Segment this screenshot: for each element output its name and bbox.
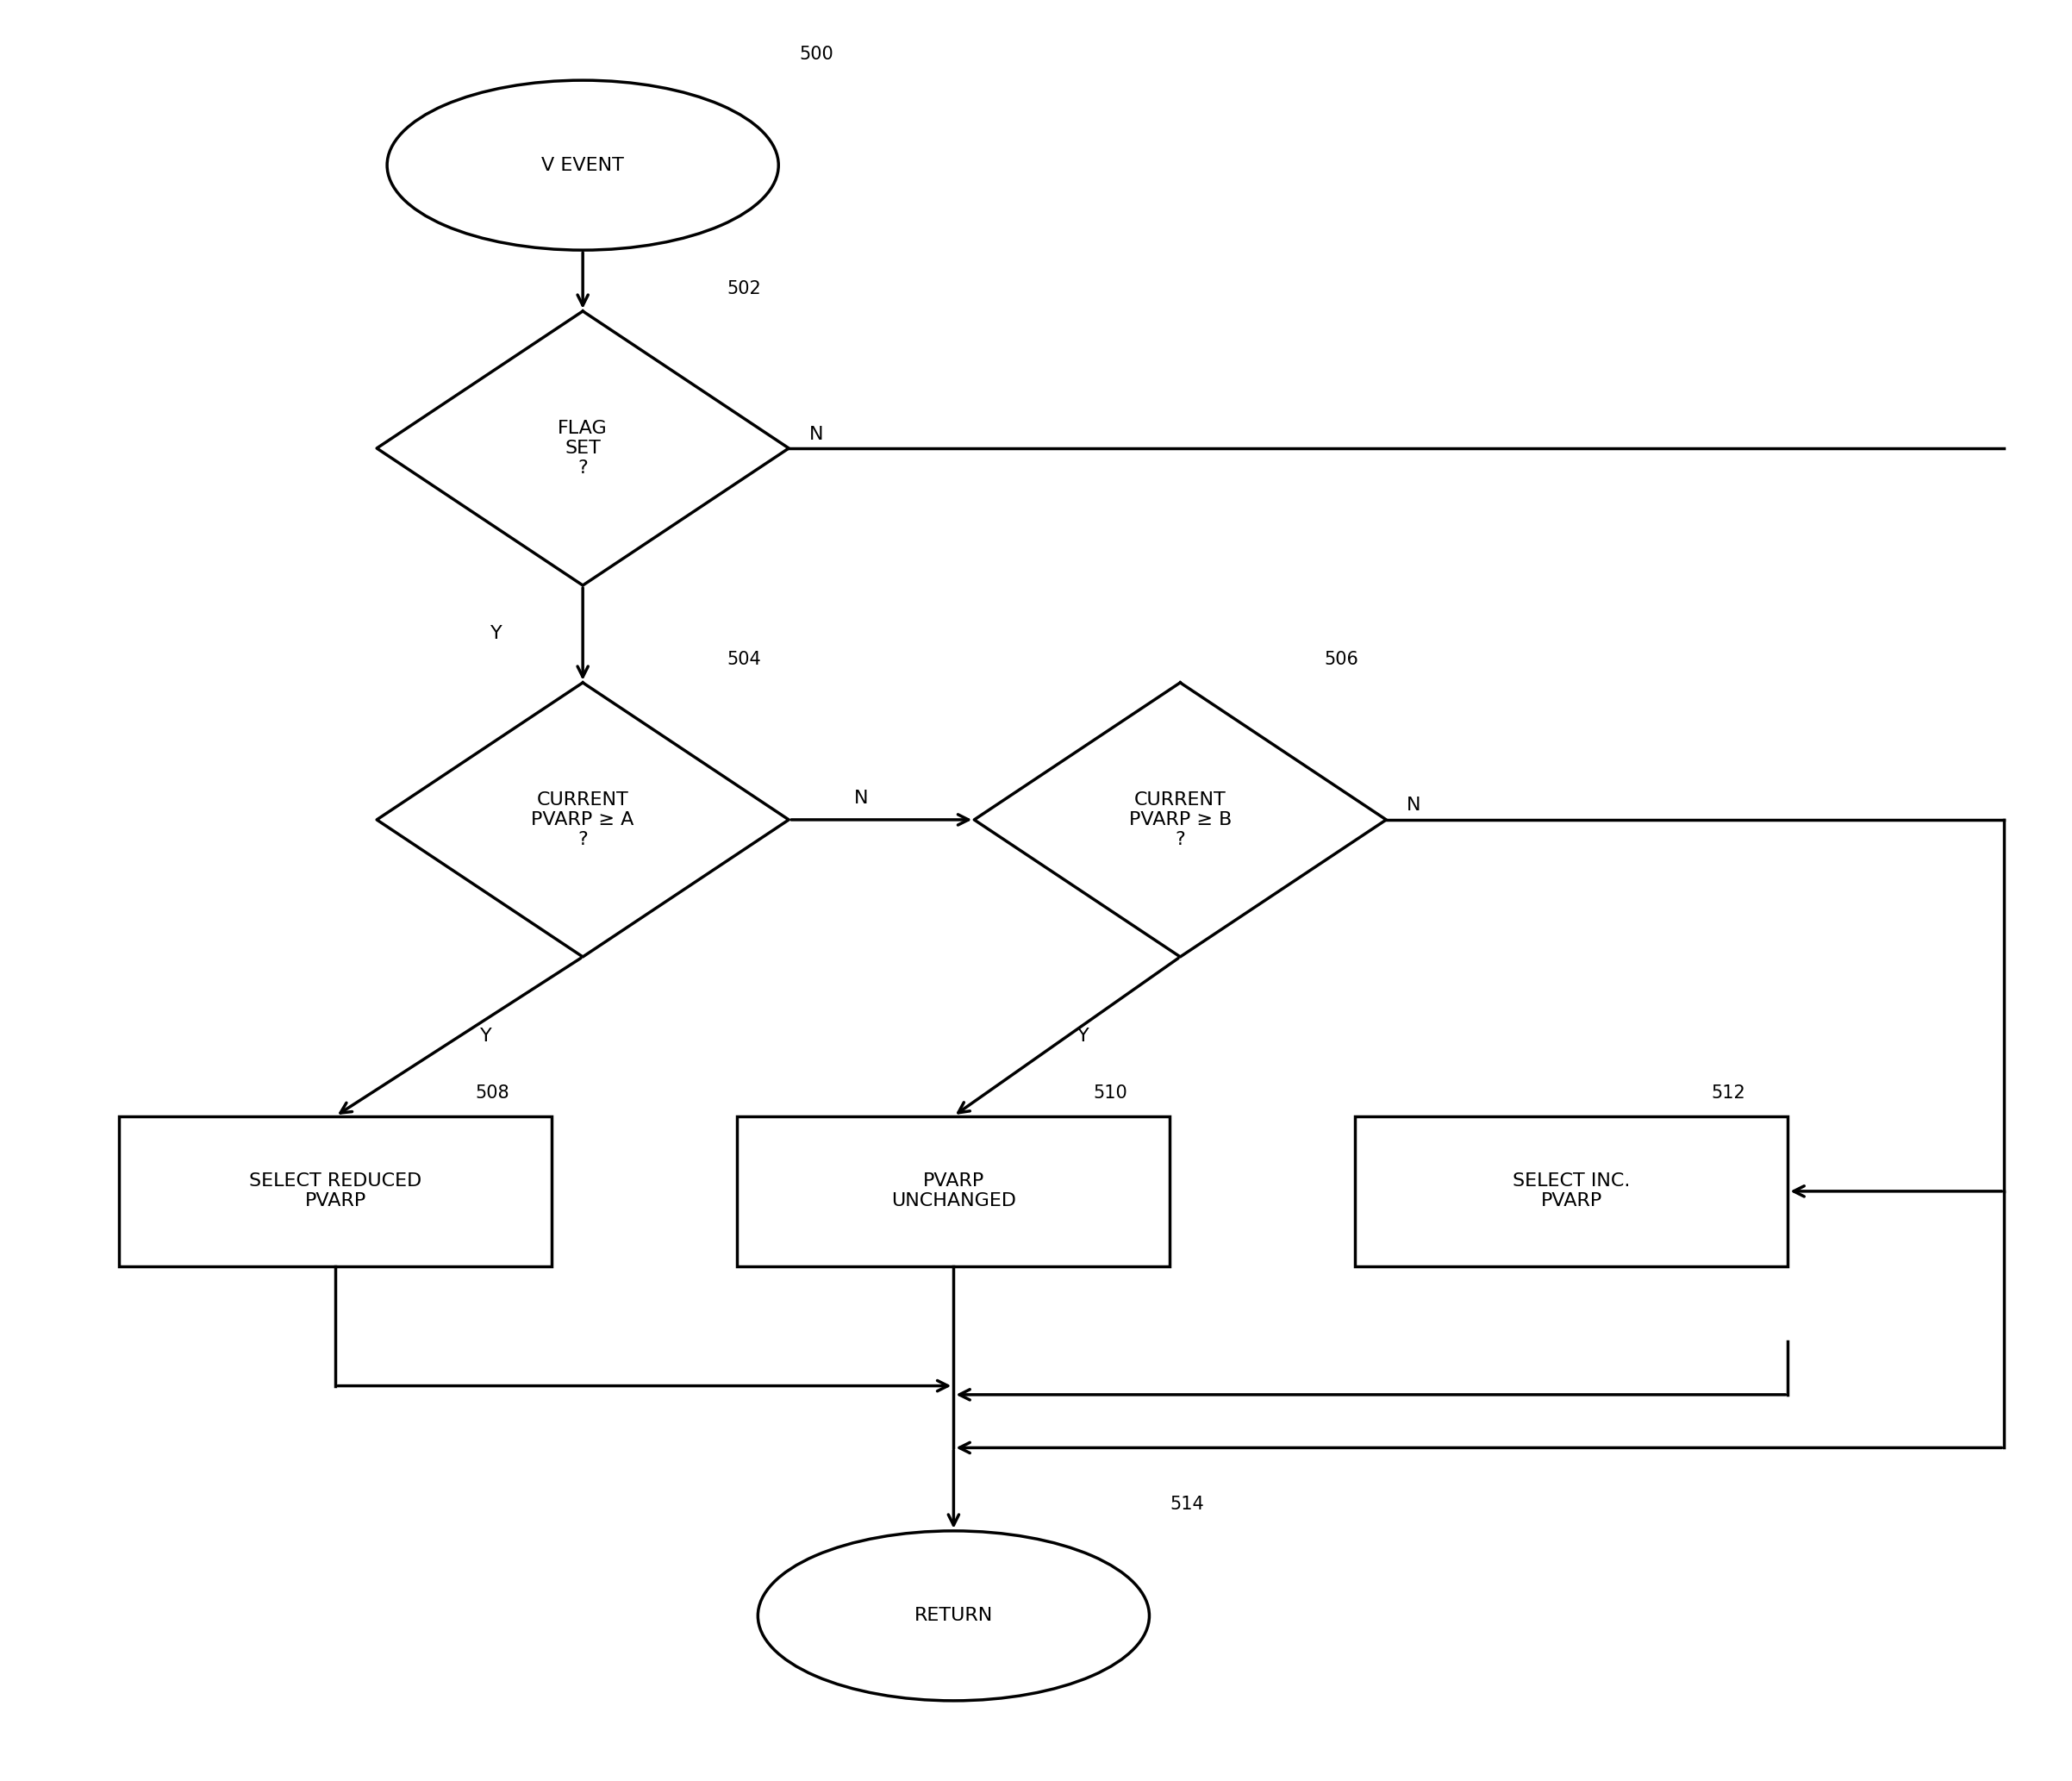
Text: SELECT REDUCED
PVARP: SELECT REDUCED PVARP <box>249 1172 423 1209</box>
Text: 514: 514 <box>1171 1496 1204 1514</box>
Text: N: N <box>854 791 868 807</box>
Text: RETURN: RETURN <box>914 1606 992 1624</box>
Text: 510: 510 <box>1094 1085 1127 1102</box>
Bar <box>120 1117 551 1266</box>
Text: 500: 500 <box>800 45 833 62</box>
Text: CURRENT
PVARP ≥ A
?: CURRENT PVARP ≥ A ? <box>530 791 634 848</box>
Text: 502: 502 <box>727 280 760 297</box>
Bar <box>1355 1117 1788 1266</box>
Text: Y: Y <box>1077 1028 1090 1045</box>
Text: 512: 512 <box>1711 1085 1745 1102</box>
Text: 508: 508 <box>474 1085 510 1102</box>
Text: N: N <box>1407 796 1421 814</box>
Text: V EVENT: V EVENT <box>541 157 624 175</box>
Text: N: N <box>810 426 823 443</box>
Text: PVARP
UNCHANGED: PVARP UNCHANGED <box>891 1172 1015 1209</box>
Text: Y: Y <box>481 1028 491 1045</box>
Text: SELECT INC.
PVARP: SELECT INC. PVARP <box>1513 1172 1631 1209</box>
Text: 506: 506 <box>1324 652 1359 668</box>
Text: CURRENT
PVARP ≥ B
?: CURRENT PVARP ≥ B ? <box>1129 791 1231 848</box>
Text: 504: 504 <box>727 652 760 668</box>
Bar <box>738 1117 1171 1266</box>
Text: FLAG
SET
?: FLAG SET ? <box>557 420 607 477</box>
Text: Y: Y <box>491 625 501 643</box>
